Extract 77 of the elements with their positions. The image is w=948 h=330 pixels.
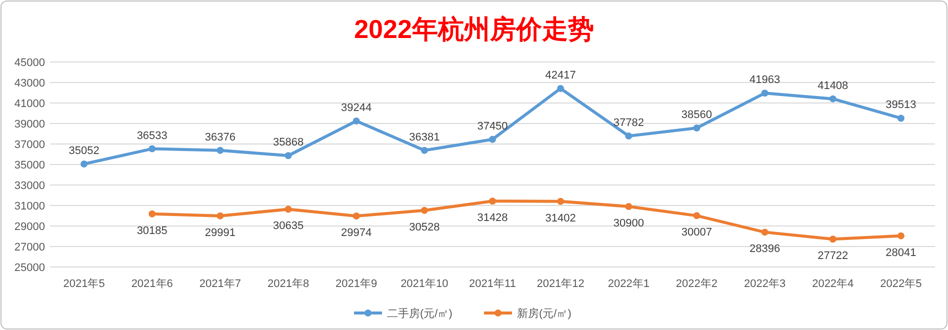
x-tick-label: 2021年8	[267, 278, 310, 290]
point	[420, 146, 428, 154]
data-label: 29974	[341, 227, 372, 240]
x-tick-label: 2021年7	[199, 278, 241, 290]
y-tick-label: 37000	[14, 139, 45, 151]
point	[557, 198, 564, 205]
x-tick-label: 2022年3	[744, 278, 786, 290]
point	[352, 118, 360, 124]
data-label: 30185	[136, 224, 168, 237]
data-label: 36533	[136, 130, 168, 142]
data-label: 42417	[545, 69, 576, 82]
point	[897, 232, 904, 240]
point	[216, 146, 224, 154]
point	[557, 84, 564, 92]
data-label: 39513	[886, 99, 916, 112]
data-label: 30635	[272, 220, 304, 232]
x-tick-label: 2021年5	[63, 278, 105, 290]
x-tick-label: 2022年5	[880, 278, 922, 290]
point	[693, 124, 700, 132]
legend-label: 新房(元/㎡)	[517, 307, 572, 320]
y-tick-label: 25000	[14, 262, 45, 274]
point	[284, 206, 292, 213]
point	[420, 206, 428, 214]
data-label: 29991	[204, 226, 236, 239]
y-tick-label: 45000	[14, 57, 45, 69]
x-tick-label: 2022年2	[676, 278, 718, 290]
point	[829, 95, 836, 102]
point	[284, 152, 292, 160]
point	[625, 203, 632, 210]
data-label: 27722	[818, 250, 848, 262]
point	[761, 228, 768, 236]
y-tick-label: 33000	[14, 180, 45, 192]
x-tick-label: 2021年11	[469, 278, 516, 290]
data-label: 28396	[750, 243, 780, 256]
data-label: 41963	[750, 74, 780, 86]
point	[80, 160, 88, 168]
data-label: 35868	[272, 136, 304, 149]
point	[216, 212, 224, 220]
data-label: 30007	[681, 226, 712, 239]
point	[761, 90, 768, 97]
data-label: 36381	[409, 131, 440, 144]
y-tick-label: 41000	[14, 98, 45, 110]
data-label: 39244	[341, 102, 372, 114]
data-label: 41408	[818, 80, 848, 92]
legend-label: 二手房(元/㎡)	[387, 307, 452, 320]
y-tick-label: 29000	[14, 221, 45, 233]
point	[829, 236, 836, 243]
data-label: 28041	[886, 246, 916, 259]
data-label: 38560	[681, 109, 712, 122]
y-tick-label: 35000	[14, 160, 45, 172]
data-label: 31402	[545, 212, 576, 224]
x-tick-label: 2021年10	[400, 278, 448, 290]
point	[148, 210, 156, 218]
point	[897, 114, 904, 122]
point	[352, 212, 360, 220]
data-label: 37450	[477, 120, 508, 132]
point	[693, 212, 700, 220]
data-label: 35052	[68, 144, 100, 157]
data-label: 31428	[477, 212, 508, 224]
x-tick-label: 2022年1	[608, 278, 650, 290]
data-label: 30900	[613, 218, 644, 230]
y-tick-label: 39000	[14, 118, 45, 130]
x-tick-label: 2021年9	[336, 278, 378, 290]
x-tick-label: 2021年12	[536, 278, 584, 290]
x-tick-label: 2021年6	[131, 278, 173, 290]
data-label: 37782	[613, 116, 644, 129]
point	[625, 132, 632, 140]
y-tick-label: 27000	[14, 242, 45, 254]
y-tick-label: 43000	[14, 78, 45, 90]
x-tick-label: 2022年4	[812, 278, 854, 290]
point	[148, 145, 156, 152]
data-label: 36376	[204, 131, 236, 144]
y-tick-label: 31000	[14, 200, 45, 212]
point	[489, 136, 496, 143]
chart-title: 2022年杭州房价走势	[354, 14, 594, 44]
data-label: 30528	[409, 221, 440, 234]
point	[489, 198, 496, 205]
